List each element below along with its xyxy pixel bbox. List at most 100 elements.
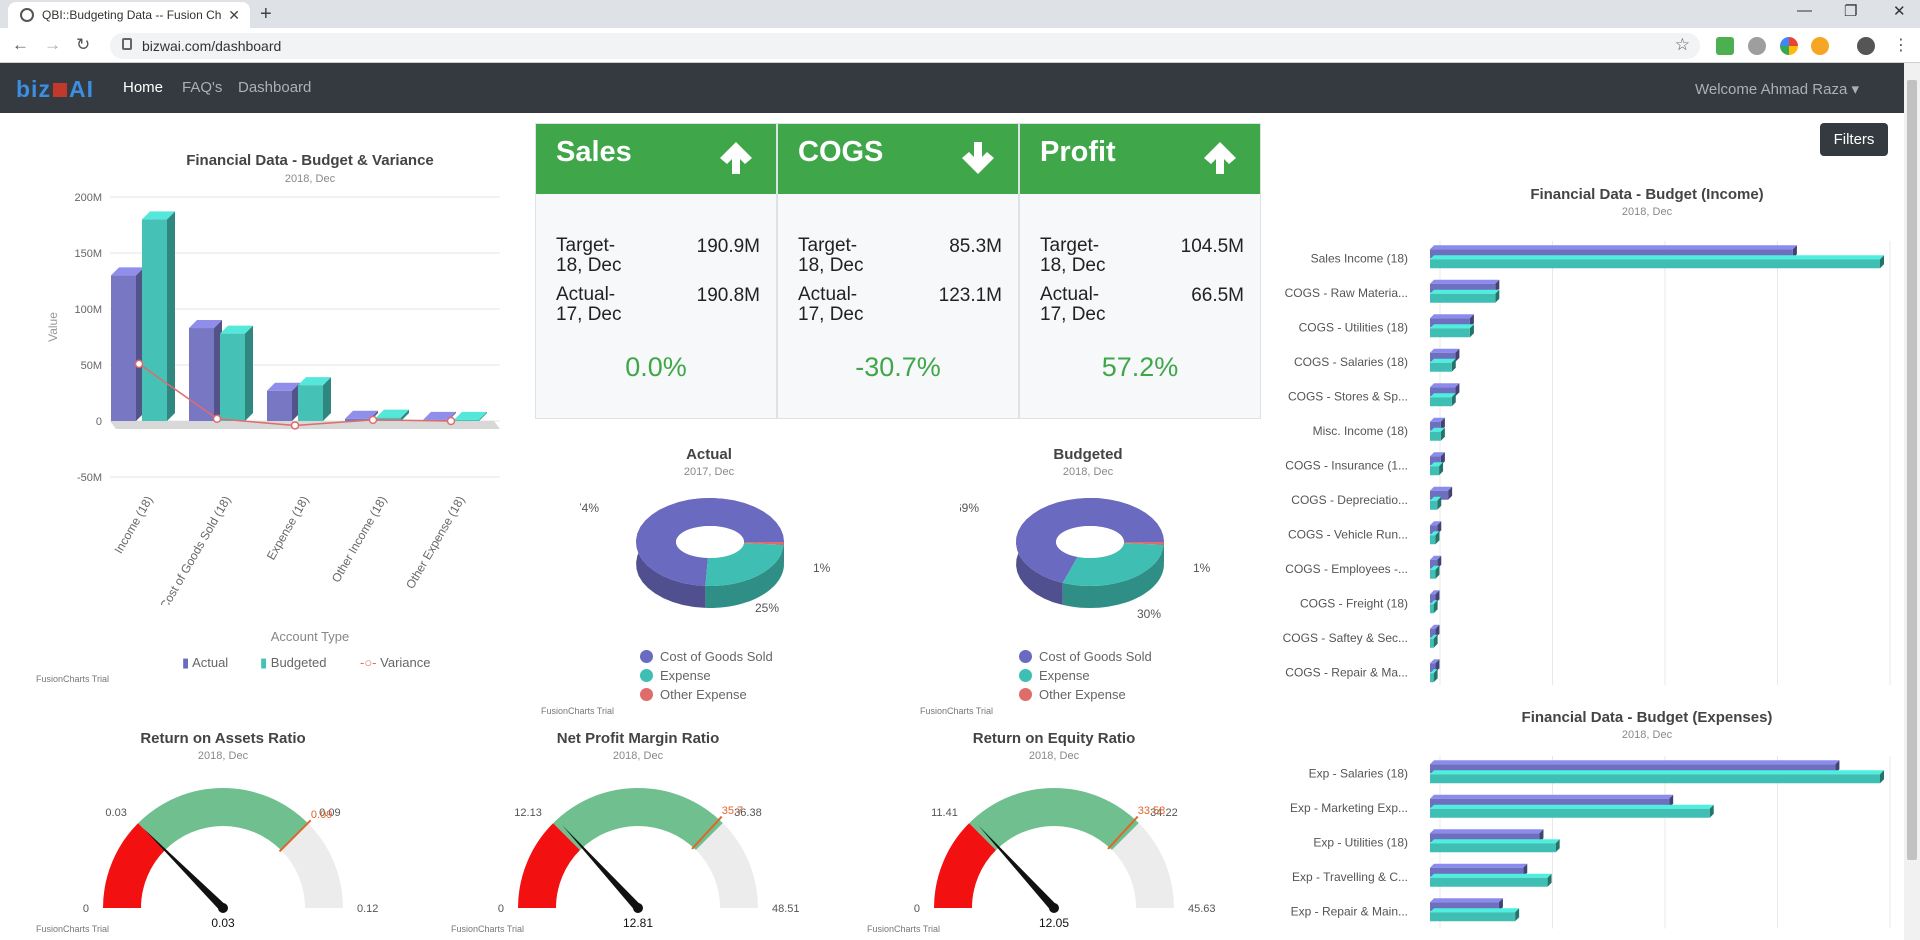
gauge-grey-band bbox=[695, 823, 758, 908]
address-bar-row: ← → ↻ bizwai.com/dashboard ☆ bbox=[0, 28, 1920, 63]
new-tab-icon[interactable]: + bbox=[260, 3, 272, 25]
legend-dot bbox=[640, 688, 653, 701]
bar-top bbox=[267, 382, 300, 391]
chart-subtitle: 2018, Dec bbox=[284, 173, 336, 185]
bar-actual bbox=[1430, 525, 1438, 535]
bar-budgeted bbox=[1430, 293, 1496, 303]
legend-item[interactable]: Cost of Goods Sold bbox=[1019, 647, 1152, 666]
chart-title: Net Profit Margin Ratio bbox=[556, 730, 720, 747]
nav-faqs[interactable]: FAQ's bbox=[182, 79, 223, 96]
minimize-icon[interactable]: — bbox=[1797, 2, 1812, 19]
forward-icon[interactable]: → bbox=[44, 35, 61, 54]
fusioncharts-trial-label: FusionCharts Trial bbox=[867, 924, 941, 934]
back-icon[interactable]: ← bbox=[12, 35, 29, 54]
bar-actual bbox=[1430, 421, 1441, 431]
kpi-title: COGS bbox=[798, 136, 884, 168]
extension-icon[interactable] bbox=[1811, 37, 1829, 55]
bar-top bbox=[1430, 324, 1474, 329]
nav-dashboard[interactable]: Dashboard bbox=[238, 79, 312, 96]
bar-end bbox=[1435, 624, 1440, 638]
bar-top bbox=[1430, 486, 1453, 491]
reload-icon[interactable]: ↻ bbox=[76, 35, 91, 54]
legend-item[interactable]: Expense bbox=[640, 666, 773, 685]
kpi-title: Sales bbox=[556, 136, 632, 168]
chart-subtitle: 2018, Dec bbox=[197, 750, 249, 762]
gauge-tick-label: 0 bbox=[83, 903, 89, 915]
bar-top bbox=[1430, 908, 1520, 913]
browser-tab[interactable]: QBI::Budgeting Data -- Fusion Ch ✕ bbox=[8, 2, 250, 28]
variance-point bbox=[134, 359, 144, 369]
bar-top bbox=[1430, 348, 1460, 353]
pie-value-label: 69% bbox=[960, 501, 979, 515]
legend-item[interactable]: Expense bbox=[1019, 666, 1152, 685]
extension-icon[interactable] bbox=[1748, 37, 1766, 55]
url-field[interactable]: bizwai.com/dashboard ☆ bbox=[110, 33, 1700, 59]
bar-end bbox=[1435, 565, 1440, 579]
profile-icon[interactable] bbox=[1857, 37, 1875, 55]
legend-budgeted[interactable]: ▮ Budgeted bbox=[260, 655, 327, 670]
pie-hole bbox=[676, 526, 744, 558]
category-label: COGS - Insurance (1... bbox=[1285, 458, 1408, 472]
legend-dot bbox=[1019, 688, 1032, 701]
x-tick-label: Other Income (18) bbox=[329, 494, 390, 585]
budget-variance-chart: 200M 150M 100M 50M 0 -50M Value Income (18) Cost… bbox=[46, 192, 500, 605]
bar-actual bbox=[1430, 490, 1449, 500]
bar-top bbox=[1430, 760, 1840, 765]
bar-end bbox=[1451, 393, 1456, 407]
kpi-percent: -30.7% bbox=[855, 352, 941, 382]
legend-item[interactable]: Other Expense bbox=[1019, 685, 1152, 704]
brand-logo[interactable]: biz AI bbox=[16, 76, 94, 102]
menu-dots-icon[interactable]: ⋮ bbox=[1893, 37, 1909, 54]
chrome-extension-icon[interactable] bbox=[1780, 37, 1798, 55]
roa-gauge: 00.030.060.090.120.090.03 bbox=[83, 788, 378, 930]
bar-end bbox=[1469, 314, 1474, 328]
gauge-target-label: 0.09 bbox=[311, 809, 332, 821]
legend-actual[interactable]: ▮ Actual bbox=[182, 655, 229, 670]
user-menu[interactable]: Welcome Ahmad Raza ▾ bbox=[1695, 81, 1859, 98]
bar-top bbox=[1430, 839, 1560, 844]
legend-item[interactable]: Other Expense bbox=[640, 685, 773, 704]
bar-end bbox=[1880, 255, 1884, 269]
kpi-title: Profit bbox=[1040, 136, 1116, 168]
expenses-bar-chart: Exp - Salaries (18) Exp - Marketing Exp..… bbox=[1290, 756, 1891, 929]
kpi-card-cogs: COGS Target- 18, Dec 85.3M Actual- 17, D… bbox=[777, 123, 1019, 419]
filters-button[interactable]: Filters bbox=[1820, 123, 1888, 156]
bar-end bbox=[1555, 839, 1560, 853]
gauge-tick-label: 34.22 bbox=[1150, 807, 1178, 819]
category-label: COGS - Saftey & Sec... bbox=[1283, 631, 1408, 645]
bar-top bbox=[1430, 794, 1674, 799]
gauge-tick-label: 45.63 bbox=[1188, 903, 1216, 915]
pie-value-label: 30% bbox=[1137, 607, 1161, 621]
gauge-tick-label: 0.09 bbox=[319, 807, 340, 819]
fusioncharts-trial-label: FusionCharts Trial bbox=[541, 706, 615, 716]
legend-variance[interactable]: -○- Variance bbox=[360, 655, 431, 670]
gauge-tick-label: 0 bbox=[914, 903, 920, 915]
y-tick-label: -50M bbox=[77, 472, 102, 484]
bookmark-star-icon[interactable]: ☆ bbox=[1674, 35, 1690, 54]
pie-value-label: 1% bbox=[813, 561, 831, 575]
bar-budgeted bbox=[1430, 912, 1516, 922]
category-label: Exp - Marketing Exp... bbox=[1290, 801, 1408, 815]
y-axis-title: Value bbox=[46, 312, 60, 342]
legend-item[interactable]: Cost of Goods Sold bbox=[640, 647, 773, 666]
y-tick-label: 150M bbox=[74, 248, 102, 260]
app-navbar: biz AI Home FAQ's Dashboard Welcome Ahmad… bbox=[0, 63, 1904, 113]
extension-icon[interactable] bbox=[1716, 37, 1734, 55]
kpi-card-sales: Sales Target- 18, Dec 190.9M Actual- 17,… bbox=[535, 123, 777, 419]
bar-budgeted bbox=[298, 385, 323, 421]
bar-top bbox=[298, 377, 331, 386]
legend-label: Other Expense bbox=[1039, 687, 1126, 702]
y-tick-label: 0 bbox=[96, 416, 102, 428]
welcome-text: Welcome Ahmad Raza bbox=[1695, 81, 1848, 98]
close-tab-icon[interactable]: ✕ bbox=[228, 7, 240, 23]
nav-home[interactable]: Home bbox=[123, 79, 164, 96]
restore-icon[interactable]: ❐ bbox=[1844, 3, 1858, 20]
arrow-up-icon bbox=[720, 142, 752, 174]
bar-top bbox=[1430, 863, 1528, 868]
legend-label: Actual bbox=[192, 655, 229, 670]
pie-slice-expense bbox=[1062, 543, 1164, 586]
window-close-icon[interactable]: ✕ bbox=[1893, 3, 1906, 20]
pie-slice-cost-of-goods-sold bbox=[636, 498, 784, 586]
scrollbar-thumb[interactable] bbox=[1907, 80, 1917, 860]
